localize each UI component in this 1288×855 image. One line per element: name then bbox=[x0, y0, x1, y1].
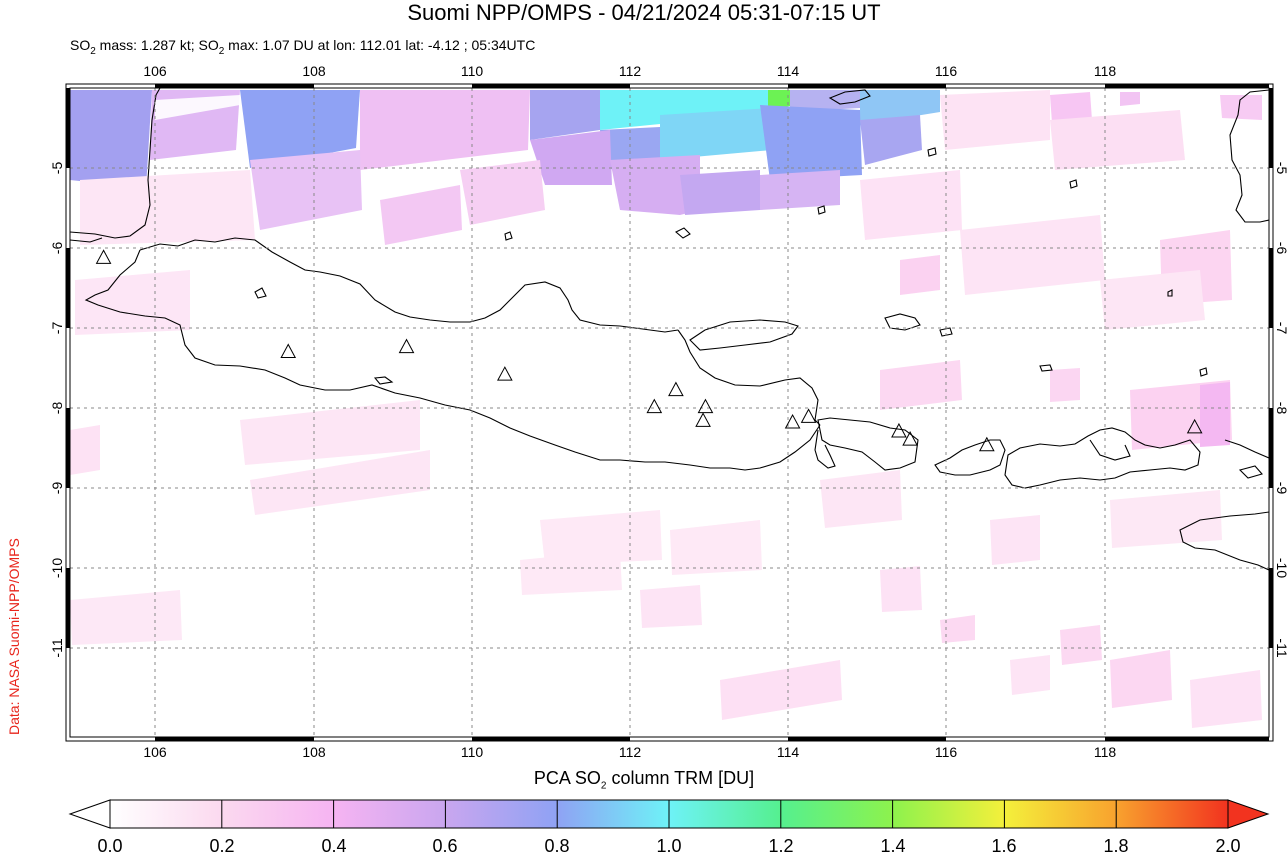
small-island-4 bbox=[817, 205, 826, 215]
sumatra-tip bbox=[70, 237, 103, 243]
karimunjawa bbox=[504, 231, 513, 241]
colorbar-tick: 0.0 bbox=[97, 836, 122, 855]
colorbar-tick: 1.4 bbox=[880, 836, 905, 855]
volcano-triangle-icon bbox=[280, 343, 297, 358]
volcano-triangle-icon bbox=[695, 412, 711, 427]
colorbar-max-arrow bbox=[1227, 799, 1270, 829]
volcano-triangle-icon bbox=[646, 398, 663, 414]
volcano-triangle-icon bbox=[800, 408, 817, 423]
map-frame bbox=[65, 83, 1274, 742]
volcano-triangle-icon bbox=[398, 338, 415, 354]
lon-tick-top: 106 bbox=[143, 63, 167, 79]
lat-ticks-left: -5 -6 -7 -8 -9 -10 -11 bbox=[49, 162, 65, 658]
lat-tick-right: -7 bbox=[1274, 322, 1288, 335]
small-island-5 bbox=[1199, 367, 1208, 377]
volcano-triangle-icon bbox=[978, 436, 995, 452]
small-island-7 bbox=[1069, 179, 1078, 189]
java-west-coast bbox=[84, 249, 821, 471]
lombok-island bbox=[934, 439, 1006, 476]
kalimantan-coast bbox=[1229, 89, 1269, 223]
colorbar-tick-labels: 0.0 0.2 0.4 0.6 0.8 1.0 1.2 1.4 1.6 1.8 … bbox=[97, 836, 1240, 855]
java-north-coast bbox=[139, 237, 679, 333]
map-title: Suomi NPP/OMPS - 04/21/2024 05:31-07:15 … bbox=[407, 0, 881, 25]
lon-tick-top: 114 bbox=[777, 63, 800, 79]
lon-tick-bottom: 110 bbox=[461, 744, 484, 760]
lat-tick-right: -9 bbox=[1274, 482, 1288, 495]
kalimantan-north bbox=[828, 89, 871, 105]
volcano-triangle-icon bbox=[1186, 418, 1203, 434]
lon-tick-bottom: 106 bbox=[143, 744, 167, 760]
lat-tick-left: -5 bbox=[49, 162, 65, 175]
lon-ticks-bottom: 106 108 110 112 114 116 118 bbox=[143, 744, 1116, 760]
sumbawa-bay bbox=[1089, 439, 1131, 461]
so2-summary: SO2 mass: 1.287 kt; SO2 max: 1.07 DU at … bbox=[70, 37, 536, 57]
lat-tick-right: -6 bbox=[1274, 242, 1288, 255]
small-island-6 bbox=[1167, 289, 1173, 297]
colorbar bbox=[68, 799, 1270, 829]
small-island-2 bbox=[373, 376, 394, 385]
lon-tick-top: 116 bbox=[935, 63, 958, 79]
lon-tick-top: 118 bbox=[1094, 63, 1117, 79]
lon-tick-top: 110 bbox=[461, 63, 484, 79]
colorbar-min-arrow bbox=[68, 799, 111, 829]
lon-tick-bottom: 116 bbox=[935, 744, 958, 760]
colorbar-tick: 2.0 bbox=[1215, 836, 1240, 855]
volcano-triangle-icon bbox=[697, 398, 714, 414]
lat-tick-left: -9 bbox=[49, 482, 65, 495]
lat-tick-right: -11 bbox=[1274, 638, 1288, 657]
small-island-3 bbox=[927, 147, 937, 157]
coastline-layer bbox=[70, 88, 1269, 571]
java-east-coast bbox=[677, 329, 821, 426]
volcano-markers bbox=[95, 249, 1203, 452]
small-island-10 bbox=[1238, 465, 1263, 479]
lon-tick-bottom: 108 bbox=[302, 744, 326, 760]
bawean-island bbox=[675, 227, 691, 239]
lat-tick-left: -11 bbox=[49, 638, 65, 657]
flores-west bbox=[1224, 439, 1269, 459]
volcano-triangle-icon bbox=[95, 249, 112, 264]
colorbar-tick: 0.6 bbox=[432, 836, 457, 855]
lon-tick-top: 112 bbox=[619, 63, 642, 79]
volcano-triangle-icon bbox=[891, 422, 907, 438]
graticule bbox=[70, 88, 1269, 737]
lat-tick-left: -6 bbox=[49, 242, 65, 255]
colorbar-tick: 1.0 bbox=[656, 836, 681, 855]
lat-tick-right: -5 bbox=[1274, 162, 1288, 175]
sumba-island bbox=[1179, 511, 1269, 571]
colorbar-tick: 1.8 bbox=[1103, 836, 1128, 855]
colorbar-tick: 0.2 bbox=[209, 836, 234, 855]
colorbar-tick: 0.8 bbox=[544, 836, 569, 855]
lat-tick-right: -10 bbox=[1274, 558, 1288, 578]
lat-tick-left: -10 bbox=[49, 558, 65, 578]
colorbar-tick: 1.2 bbox=[768, 836, 793, 855]
lat-ticks-right: -5 -6 -7 -8 -9 -10 -11 bbox=[1274, 162, 1288, 658]
bali-island bbox=[817, 417, 919, 471]
small-island-9 bbox=[1039, 364, 1053, 372]
colorbar-tick: 0.4 bbox=[321, 836, 346, 855]
lon-tick-bottom: 114 bbox=[777, 744, 800, 760]
lon-ticks-top: 106 108 110 112 114 116 118 bbox=[143, 63, 1116, 79]
volcano-triangle-icon bbox=[668, 381, 684, 397]
madura-island bbox=[689, 319, 799, 351]
lat-tick-left: -7 bbox=[49, 322, 65, 335]
volcano-triangle-icon bbox=[902, 431, 918, 446]
lon-tick-bottom: 112 bbox=[619, 744, 642, 760]
sumbawa-island bbox=[1004, 427, 1201, 489]
lon-tick-bottom: 118 bbox=[1094, 744, 1117, 760]
volcano-triangle-icon bbox=[784, 413, 801, 429]
lon-tick-top: 108 bbox=[302, 63, 326, 79]
colorbar-tick: 1.6 bbox=[991, 836, 1016, 855]
colorbar-title: PCA SO2 column TRM [DU] bbox=[533, 768, 755, 792]
lat-tick-right: -8 bbox=[1274, 402, 1288, 415]
small-island-1 bbox=[254, 287, 267, 299]
small-island-8 bbox=[939, 327, 953, 337]
sumatra-coast bbox=[70, 88, 161, 239]
so2-pixel-layer bbox=[70, 90, 1262, 728]
volcano-triangle-icon bbox=[497, 366, 513, 381]
lat-tick-left: -8 bbox=[49, 402, 65, 415]
blambangan bbox=[814, 429, 836, 469]
